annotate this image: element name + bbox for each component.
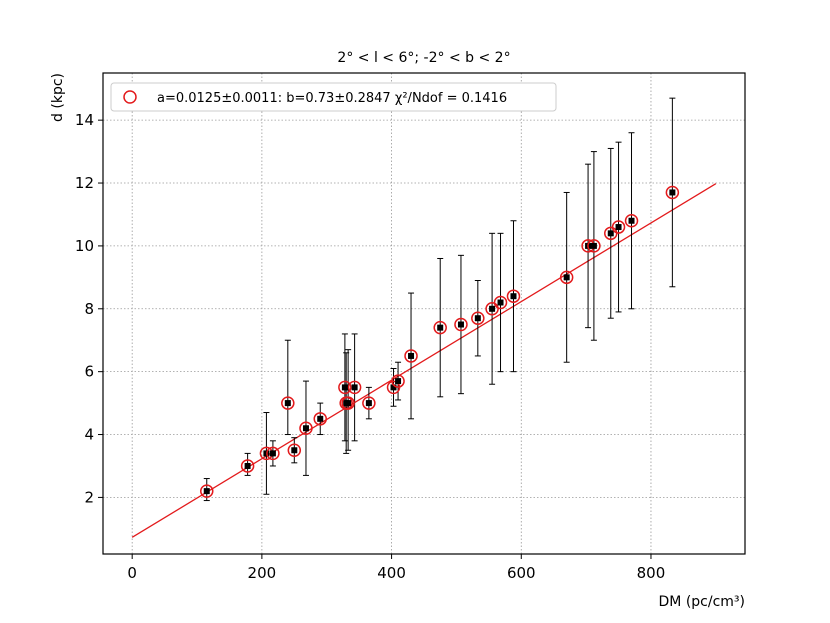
fit-line-group xyxy=(131,183,717,538)
data-point xyxy=(317,415,324,422)
data-point-ring xyxy=(341,396,355,410)
data-point xyxy=(365,400,372,407)
data-point xyxy=(615,224,622,231)
legend-marker xyxy=(123,90,137,104)
data-point-ring xyxy=(454,317,468,332)
data-point-ring xyxy=(287,443,302,458)
x-tick-label: 200 xyxy=(248,564,277,582)
x-axis-label: DM (pc/cm³) xyxy=(659,594,745,610)
data-point xyxy=(351,384,358,391)
data-point xyxy=(269,450,276,457)
axis-ticks: 0 200 400 600 800 2 4 6 8 10 12 14 xyxy=(75,111,665,582)
data-point-ring xyxy=(362,396,376,410)
x-tick-label: 0 xyxy=(127,564,137,582)
data-point-ring xyxy=(240,459,255,473)
data-point-ring xyxy=(611,220,626,234)
data-point xyxy=(590,242,597,249)
data-point-ring xyxy=(433,320,447,335)
data-point-ring xyxy=(391,374,405,388)
legend-label: a=0.0125±0.0011: b=0.73±0.2847 χ²/Ndof =… xyxy=(157,91,507,106)
data-point xyxy=(607,230,614,237)
y-tick-label: 14 xyxy=(75,111,94,129)
data-point-ring xyxy=(587,239,601,253)
data-point-ring xyxy=(471,311,485,325)
data-point xyxy=(302,425,309,432)
data-point-ring xyxy=(506,289,521,303)
chart-title: 2° < l < 6°; -2° < b < 2° xyxy=(337,50,510,66)
error-bars xyxy=(203,97,676,502)
legend: a=0.0125±0.0011: b=0.73±0.2847 χ²/Ndof =… xyxy=(110,82,557,112)
data-point xyxy=(563,274,570,281)
y-axis-label: d (kpc) xyxy=(50,73,66,122)
data-point xyxy=(345,400,352,407)
data-point-ring xyxy=(313,412,327,426)
data-point xyxy=(390,384,397,391)
y-tick-label: 4 xyxy=(84,426,94,444)
data-point xyxy=(395,378,402,385)
legend-box xyxy=(110,82,557,112)
data-point-ring xyxy=(624,214,639,228)
data-point xyxy=(510,293,517,300)
y-tick-label: 6 xyxy=(84,363,94,381)
y-tick-label: 12 xyxy=(75,174,94,192)
data-point-ring xyxy=(338,380,352,395)
data-point-ring xyxy=(404,349,418,363)
x-tick-label: 800 xyxy=(637,564,666,582)
data-point xyxy=(437,324,444,331)
plot-frame xyxy=(102,72,746,555)
data-point xyxy=(628,217,635,224)
data-point-ring xyxy=(200,484,214,498)
data-point-ring xyxy=(281,396,295,410)
x-tick-label: 600 xyxy=(507,564,536,582)
data-point xyxy=(203,488,210,495)
data-point xyxy=(457,321,464,328)
data-point xyxy=(497,299,504,306)
data-point xyxy=(284,400,291,407)
y-tick-label: 10 xyxy=(75,237,94,255)
data-point xyxy=(408,352,415,359)
data-points xyxy=(200,185,680,498)
data-point xyxy=(244,462,251,469)
data-point-ring xyxy=(665,185,680,200)
y-tick-label: 8 xyxy=(84,300,94,318)
data-point xyxy=(489,305,496,312)
data-point xyxy=(474,315,481,322)
data-point-ring xyxy=(299,421,313,435)
data-point-ring xyxy=(347,380,362,395)
x-tick-label: 400 xyxy=(377,564,406,582)
fit-line xyxy=(131,183,717,538)
grid-lines xyxy=(103,73,745,554)
data-point xyxy=(341,384,348,391)
data-point xyxy=(669,189,676,196)
data-point xyxy=(291,447,298,454)
data-point-ring xyxy=(559,270,574,285)
data-point-ring xyxy=(266,446,280,461)
data-point-ring xyxy=(493,295,508,310)
y-tick-label: 2 xyxy=(84,488,94,506)
